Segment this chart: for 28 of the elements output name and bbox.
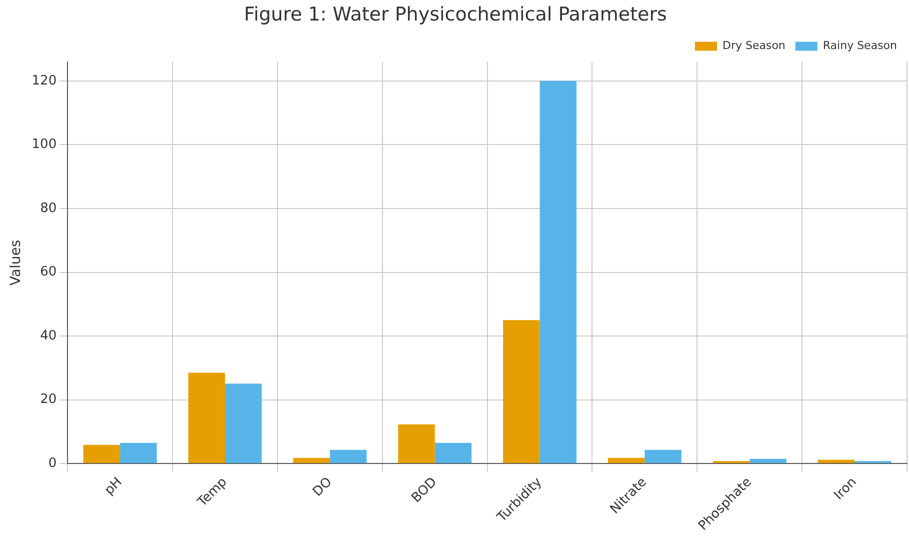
- x-tick-label: DO: [310, 474, 336, 500]
- legend-label: Dry Season: [722, 39, 786, 52]
- y-tick-label: 100: [32, 137, 57, 152]
- bar: [330, 450, 367, 464]
- bar: [120, 442, 157, 464]
- bar: [293, 458, 330, 464]
- y-axis-title: Values: [8, 240, 24, 286]
- y-tick-label: 60: [40, 264, 57, 280]
- x-tick-label: pH: [102, 474, 126, 498]
- bar: [540, 80, 576, 464]
- bar: [83, 444, 120, 464]
- bar: [644, 450, 682, 464]
- y-tick-label: 120: [32, 73, 57, 88]
- y-tick-label: 0: [48, 456, 57, 472]
- bar: [503, 320, 540, 464]
- bar: [398, 424, 435, 464]
- bar: [750, 458, 786, 464]
- y-tick-label: 40: [40, 328, 57, 344]
- bar: [608, 458, 645, 464]
- bar: [818, 460, 855, 464]
- y-tick-label: 20: [40, 392, 57, 408]
- x-tick-label: Iron: [831, 474, 860, 504]
- y-tick-label: 80: [40, 200, 57, 216]
- chart-title: Figure 1: Water Physicochemical Parameters: [244, 3, 667, 26]
- bar: [225, 384, 262, 464]
- bar: [434, 442, 472, 464]
- bar: [188, 372, 225, 464]
- legend-label: Rainy Season: [822, 39, 898, 52]
